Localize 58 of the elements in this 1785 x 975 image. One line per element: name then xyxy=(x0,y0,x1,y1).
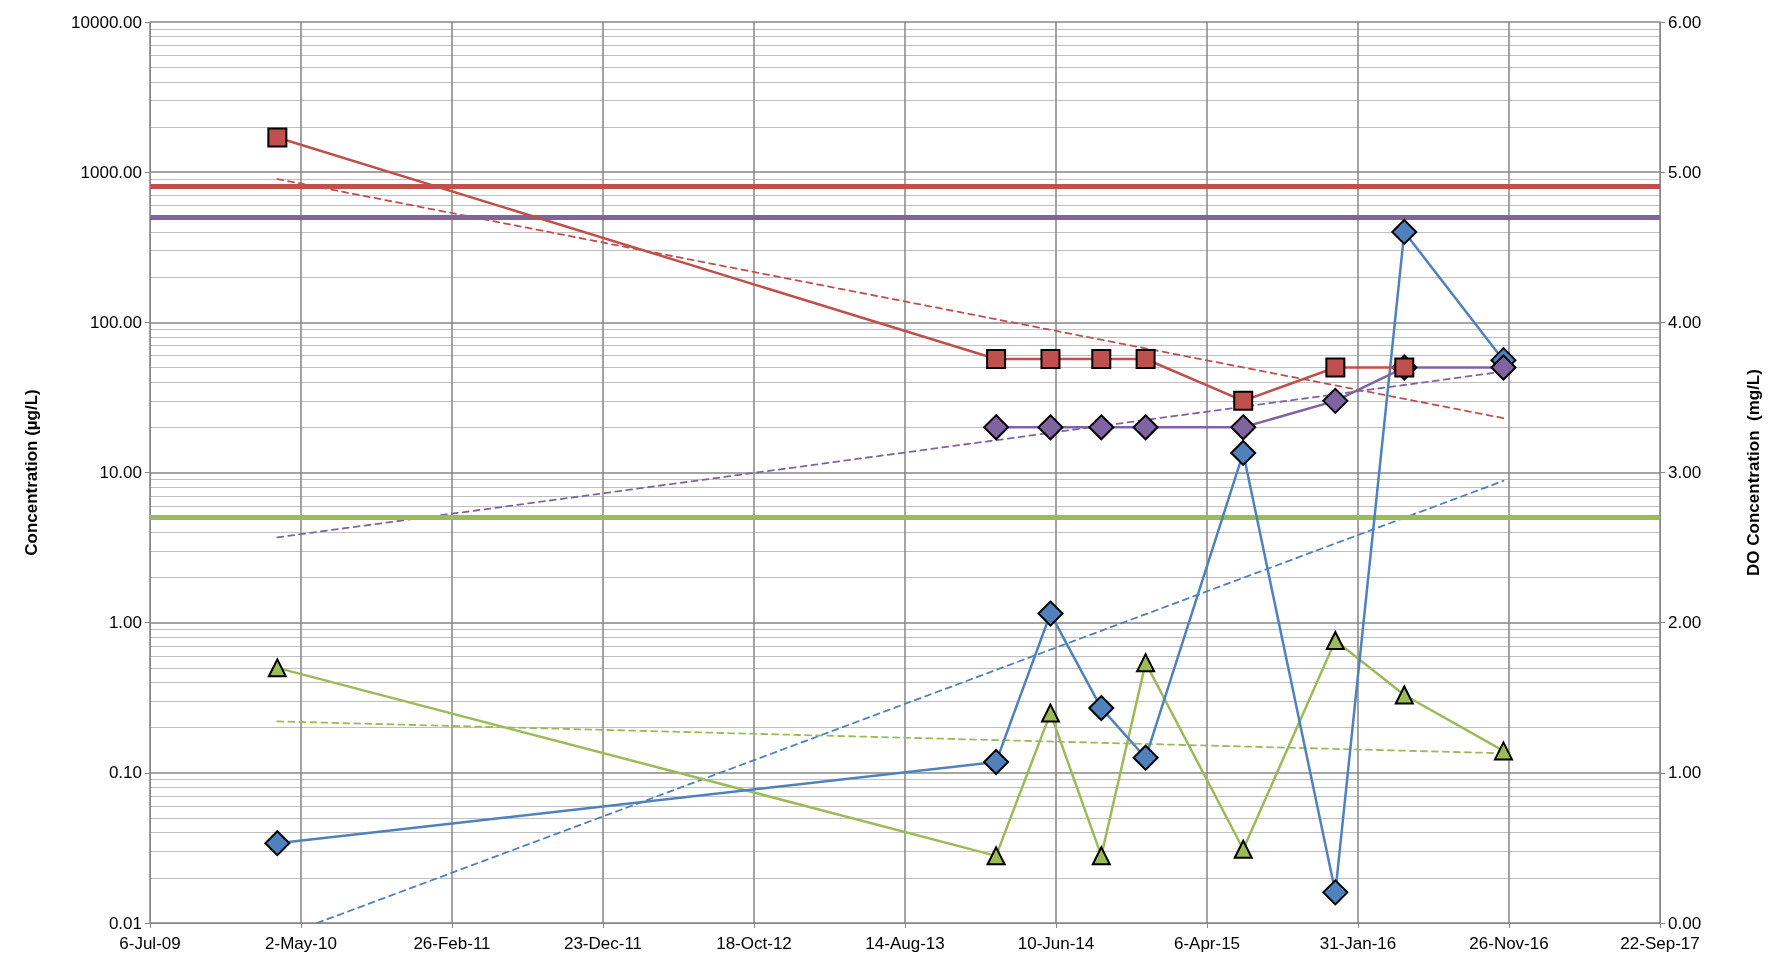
y2-tick-label: 5.00 xyxy=(1668,162,1702,182)
y-tick-label: 0.10 xyxy=(108,763,142,783)
point xyxy=(1040,348,1061,369)
point xyxy=(1325,357,1346,378)
x-tick-label: 26-Nov-16 xyxy=(1469,934,1549,953)
point xyxy=(1037,414,1064,441)
point xyxy=(1391,218,1418,245)
y-tick-label: 10000.00 xyxy=(71,12,142,32)
point xyxy=(1132,744,1159,771)
point xyxy=(1230,439,1257,466)
point xyxy=(1040,703,1060,723)
x-tick-label: 23-Dec-11 xyxy=(563,934,643,953)
point xyxy=(983,749,1010,776)
y-tick-label: 1.00 xyxy=(108,613,142,633)
point xyxy=(1233,839,1253,859)
y-tick-label: 1000.00 xyxy=(80,162,142,182)
y-tick-label: 100.00 xyxy=(90,312,142,332)
point xyxy=(1037,600,1064,627)
x-tick-label: 6-Jul-09 xyxy=(119,934,181,953)
point xyxy=(1135,348,1156,369)
x-tick-label: 18-Oct-12 xyxy=(716,934,792,953)
point xyxy=(1136,653,1156,673)
point xyxy=(1230,414,1257,441)
y-axis-title: Concentration (µg/L) xyxy=(22,389,41,556)
y2-tick-label: 1.00 xyxy=(1668,763,1702,783)
point xyxy=(267,658,287,678)
point xyxy=(1493,741,1513,761)
x-tick-label: 10-Jun-14 xyxy=(1017,934,1095,953)
point xyxy=(264,830,291,857)
x-tick-label: 2-May-10 xyxy=(265,934,337,953)
point xyxy=(986,846,1006,866)
point xyxy=(1490,354,1517,381)
y2-tick-label: 6.00 xyxy=(1668,12,1702,32)
y2-axis-title: DO Concentration (mg/L) xyxy=(1744,369,1763,576)
point xyxy=(986,348,1007,369)
point xyxy=(267,127,288,148)
y-tick-label: 0.01 xyxy=(108,913,142,933)
y2-tick-label: 4.00 xyxy=(1668,312,1702,332)
x-tick-label: 6-Apr-15 xyxy=(1173,934,1241,953)
point xyxy=(1233,390,1254,411)
point xyxy=(983,414,1010,441)
point xyxy=(1088,414,1115,441)
point xyxy=(1394,685,1414,705)
point xyxy=(1322,879,1349,906)
point xyxy=(1091,846,1111,866)
x-tick-label: 14-Aug-13 xyxy=(865,934,945,953)
x-tick-label: 26-Feb-11 xyxy=(413,934,491,953)
point xyxy=(1325,631,1345,651)
point xyxy=(1132,414,1159,441)
y-tick-label: 10.00 xyxy=(99,463,142,482)
x-tick-label: 31-Jan-16 xyxy=(1319,934,1397,953)
y2-tick-label: 0.00 xyxy=(1668,913,1702,933)
point xyxy=(1322,387,1349,414)
x-tick-label: 22-Sep-17 xyxy=(1620,934,1700,953)
y2-tick-label: 3.00 xyxy=(1668,463,1702,482)
point xyxy=(1088,695,1115,722)
y2-tick-label: 2.00 xyxy=(1668,613,1702,633)
point xyxy=(1091,348,1112,369)
